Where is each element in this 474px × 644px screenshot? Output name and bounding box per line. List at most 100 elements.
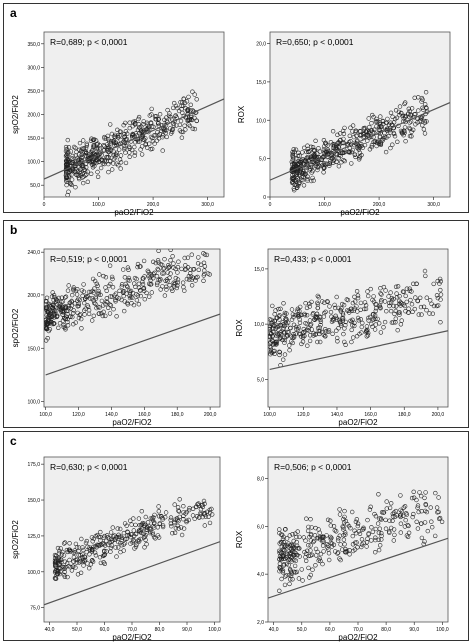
y-tick-label: 4,0: [257, 572, 264, 578]
data-point: [304, 155, 310, 160]
data-point: [96, 156, 101, 161]
data-point: [391, 320, 396, 325]
data-point: [144, 541, 149, 547]
data-point: [139, 522, 144, 528]
data-point: [304, 162, 310, 167]
data-point: [79, 326, 84, 331]
x-tick-label: 200,0: [432, 412, 445, 418]
data-point: [403, 100, 408, 105]
data-point: [352, 152, 358, 157]
data-point: [81, 547, 86, 553]
data-point: [313, 316, 319, 321]
data-point: [316, 295, 321, 300]
data-point: [341, 537, 347, 542]
data-point: [76, 548, 81, 554]
data-point: [53, 568, 58, 574]
data-point: [79, 536, 84, 542]
data-point: [390, 511, 395, 516]
data-point: [283, 526, 288, 532]
data-point: [316, 146, 321, 151]
data-point: [281, 534, 286, 540]
data-point: [268, 334, 272, 339]
data-point: [76, 152, 82, 157]
data-point: [142, 545, 147, 550]
data-point: [374, 302, 379, 307]
data-point: [62, 540, 68, 545]
data-point: [413, 111, 418, 117]
data-point: [365, 128, 370, 133]
data-point: [354, 289, 360, 294]
data-point: [363, 329, 369, 335]
data-point: [413, 295, 418, 300]
data-point: [287, 533, 292, 538]
data-point: [94, 160, 99, 166]
y-tick-label: 100,0: [27, 400, 40, 406]
data-point: [163, 278, 168, 283]
data-point: [54, 314, 59, 320]
data-point: [80, 180, 86, 186]
x-tick-label: 100,0: [318, 202, 331, 208]
data-point: [72, 549, 78, 555]
data-point: [387, 300, 392, 306]
data-point: [147, 275, 153, 281]
data-point: [395, 139, 400, 145]
data-point: [202, 523, 208, 528]
data-point: [331, 523, 337, 529]
data-point: [62, 305, 68, 311]
data-point: [150, 530, 155, 535]
data-point: [102, 161, 107, 167]
data-point: [377, 516, 382, 521]
data-point: [328, 309, 334, 315]
data-point: [127, 290, 133, 295]
data-point: [340, 311, 346, 316]
data-point: [175, 505, 181, 510]
data-point: [86, 565, 92, 571]
data-point: [329, 314, 334, 319]
panel-letter-b: b: [10, 223, 18, 237]
x-tick-label: 140,0: [331, 412, 344, 418]
data-point: [150, 135, 155, 141]
data-point: [369, 120, 374, 126]
data-point: [392, 532, 397, 538]
y-tick-label: 200,0: [27, 113, 40, 119]
data-point: [346, 523, 352, 529]
data-point: [409, 106, 415, 111]
data-point: [345, 297, 351, 303]
data-point: [378, 306, 383, 311]
data-point: [201, 278, 206, 283]
data-point: [151, 271, 156, 277]
data-point: [113, 545, 118, 550]
data-point: [129, 147, 135, 153]
data-point: [433, 490, 438, 496]
data-point: [151, 259, 156, 264]
data-point: [383, 149, 389, 155]
data-point: [178, 100, 183, 105]
data-point: [367, 507, 373, 512]
data-point: [407, 108, 412, 114]
data-point: [402, 303, 407, 309]
data-point: [77, 161, 82, 166]
data-point: [297, 172, 302, 178]
data-point: [343, 532, 348, 537]
data-point: [74, 560, 79, 565]
data-point: [52, 295, 57, 300]
data-point: [270, 319, 275, 324]
data-point: [411, 511, 416, 517]
data-point: [308, 543, 313, 548]
data-point: [101, 535, 106, 540]
data-point: [336, 535, 341, 541]
data-point: [268, 340, 273, 345]
data-point: [128, 541, 133, 546]
data-point: [270, 303, 275, 309]
data-point: [296, 181, 302, 187]
data-point: [276, 331, 282, 337]
data-point: [376, 547, 382, 553]
data-point: [337, 152, 342, 158]
data-point: [294, 172, 299, 178]
data-point: [97, 146, 103, 151]
data-point: [88, 171, 94, 177]
data-point: [402, 129, 407, 134]
data-point: [355, 521, 361, 526]
data-point: [309, 299, 314, 305]
data-point: [388, 145, 393, 151]
